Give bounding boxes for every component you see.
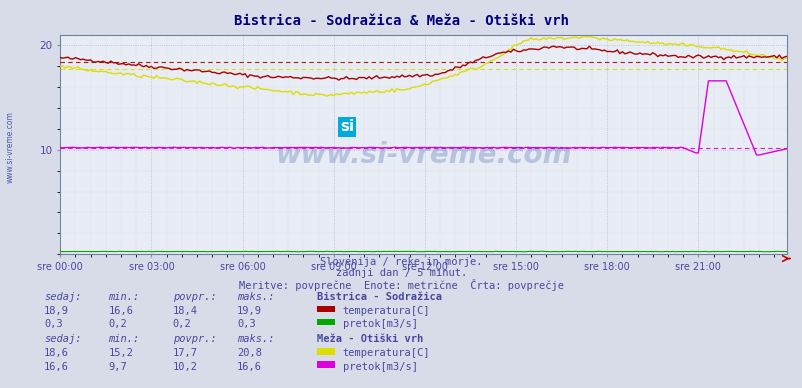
- Text: 18,9: 18,9: [44, 306, 69, 316]
- Text: zadnji dan / 5 minut.: zadnji dan / 5 minut.: [335, 268, 467, 278]
- Text: 0,3: 0,3: [237, 319, 255, 329]
- Text: min.:: min.:: [108, 334, 140, 345]
- Text: pretok[m3/s]: pretok[m3/s]: [342, 319, 417, 329]
- Text: sedaj:: sedaj:: [44, 292, 82, 302]
- Text: 16,6: 16,6: [237, 362, 261, 372]
- Text: 0,3: 0,3: [44, 319, 63, 329]
- Text: 20,8: 20,8: [237, 348, 261, 359]
- Text: 9,7: 9,7: [108, 362, 127, 372]
- Text: pretok[m3/s]: pretok[m3/s]: [342, 362, 417, 372]
- Text: www.si-vreme.com: www.si-vreme.com: [275, 142, 571, 170]
- Text: maks.:: maks.:: [237, 334, 274, 345]
- Text: 16,6: 16,6: [44, 362, 69, 372]
- Text: temperatura[C]: temperatura[C]: [342, 348, 430, 359]
- Text: 0,2: 0,2: [172, 319, 191, 329]
- Text: 16,6: 16,6: [108, 306, 133, 316]
- Text: Bistrica - Sodražica: Bistrica - Sodražica: [317, 292, 442, 302]
- Text: temperatura[C]: temperatura[C]: [342, 306, 430, 316]
- Text: 19,9: 19,9: [237, 306, 261, 316]
- Text: povpr.:: povpr.:: [172, 334, 216, 345]
- Text: povpr.:: povpr.:: [172, 292, 216, 302]
- Text: maks.:: maks.:: [237, 292, 274, 302]
- Text: Bistrica - Sodražica & Meža - Otiški vrh: Bistrica - Sodražica & Meža - Otiški vrh: [233, 14, 569, 28]
- Text: 15,2: 15,2: [108, 348, 133, 359]
- Text: 10,2: 10,2: [172, 362, 197, 372]
- Text: 0,2: 0,2: [108, 319, 127, 329]
- Text: 18,6: 18,6: [44, 348, 69, 359]
- Text: www.si-vreme.com: www.si-vreme.com: [6, 111, 15, 184]
- Text: Slovenija / reke in morje.: Slovenija / reke in morje.: [320, 257, 482, 267]
- Text: 17,7: 17,7: [172, 348, 197, 359]
- Text: sedaj:: sedaj:: [44, 334, 82, 345]
- Text: min.:: min.:: [108, 292, 140, 302]
- Text: Meritve: povprečne  Enote: metrične  Črta: povprečje: Meritve: povprečne Enote: metrične Črta:…: [239, 279, 563, 291]
- Text: 18,4: 18,4: [172, 306, 197, 316]
- Text: si: si: [340, 120, 354, 135]
- Text: Meža - Otiški vrh: Meža - Otiški vrh: [317, 334, 423, 345]
